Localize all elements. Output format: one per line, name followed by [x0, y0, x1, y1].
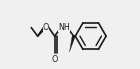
- Text: NH: NH: [58, 23, 70, 32]
- Polygon shape: [69, 36, 75, 52]
- Text: O: O: [43, 23, 49, 32]
- Text: O: O: [51, 55, 58, 64]
